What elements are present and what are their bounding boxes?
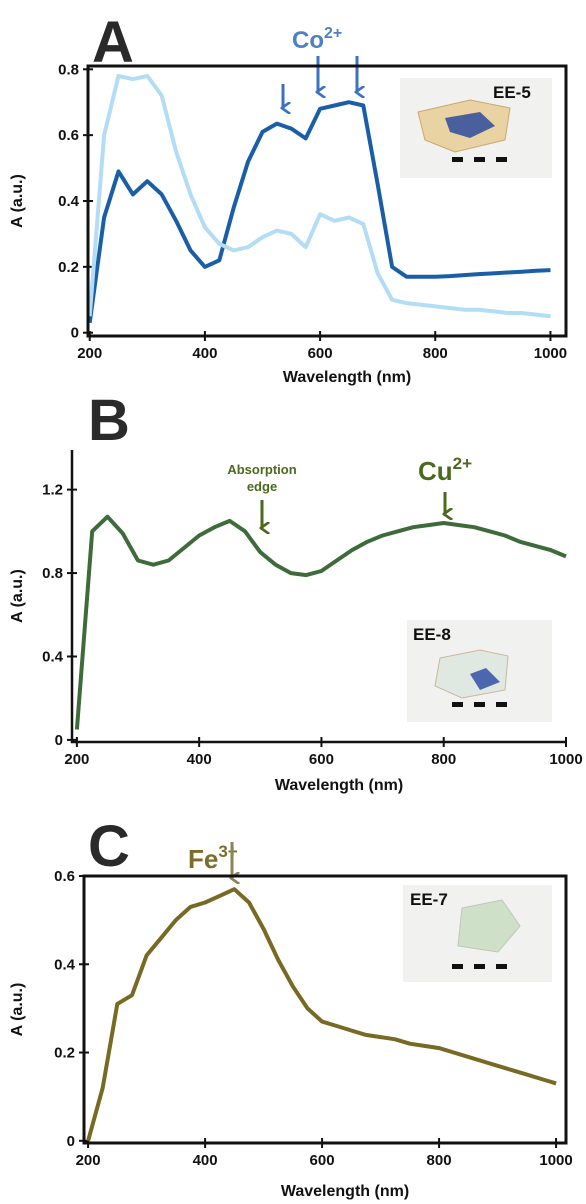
plot-frame [86,64,568,338]
y-tick-label: 0.2 [54,1045,75,1062]
y-axis-label: A (a.u.) [9,174,26,228]
y-tick-label: 1.2 [42,482,63,499]
data-line [74,514,567,730]
x-tick-label: 800 [423,345,448,362]
x-tick-label: 1000 [534,345,567,362]
annotation: Co2+ [292,25,342,54]
y-tick-label: 0 [67,1133,75,1150]
inset-photo: EE-5 [400,78,552,178]
x-tick-label: 200 [76,1152,101,1169]
x-tick-label: 600 [309,751,334,768]
x-axis-label: Wavelength (nm) [281,1183,409,1200]
y-tick-label: 0.8 [58,61,79,78]
y-tick-label: 0 [55,732,63,749]
annotation: Cu2+ [418,454,472,486]
x-tick-label: 600 [310,1152,335,1169]
x-tick-label: 200 [77,345,102,362]
data-line [86,887,557,1142]
x-tick-label: 200 [64,751,89,768]
panel-label: A [92,10,134,75]
sample-label: EE-8 [413,625,451,644]
data-line [87,73,551,319]
annotation: Fe3+ [188,842,238,874]
x-tick-label: 800 [427,1152,452,1169]
x-tick-label: 400 [192,345,217,362]
x-tick-label: 800 [431,751,456,768]
plot-frame [82,874,568,1145]
note: Absorption [227,462,296,477]
data-line [87,100,551,324]
y-tick-label: 0.4 [54,956,76,973]
x-tick-label: 1000 [539,1152,572,1169]
inset-photo: EE-7 [403,885,552,982]
arrows [262,492,445,528]
x-tick-label: 400 [187,751,212,768]
note: edge [247,479,277,494]
x-tick-label: 1000 [549,751,582,768]
y-axis-label: A (a.u.) [9,983,26,1037]
sample-label: EE-5 [493,83,531,102]
y-tick-label: 0.6 [58,127,79,144]
x-axis-label: Wavelength (nm) [283,369,411,386]
y-tick-label: 0.8 [42,565,63,582]
y-tick-label: 0 [71,325,79,342]
sample-label: EE-7 [410,890,448,909]
x-tick-label: 600 [308,345,333,362]
panel-label: B [88,388,130,453]
x-axis-label: Wavelength (nm) [275,777,403,794]
x-tick-label: 400 [193,1152,218,1169]
y-tick-label: 0.4 [58,193,80,210]
y-tick-label: 0.2 [58,259,79,276]
y-axis-label: A (a.u.) [9,569,26,623]
arrows [283,56,357,108]
y-tick-label: 0.4 [42,648,64,665]
axes [70,450,566,744]
y-tick-label: 0.6 [54,868,75,885]
inset-photo: EE-8 [407,620,552,722]
panel-label: C [88,814,130,879]
